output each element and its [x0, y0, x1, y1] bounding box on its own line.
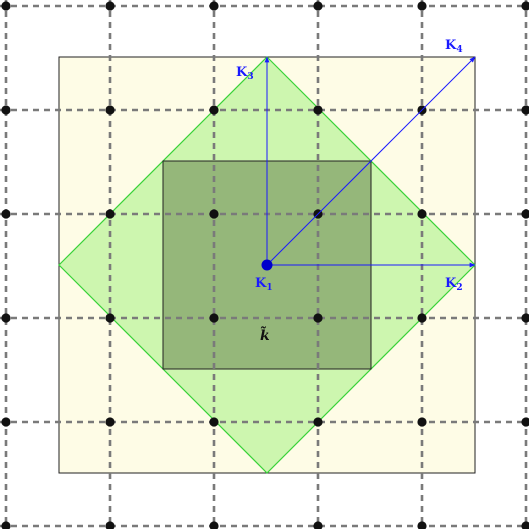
lattice-point: [521, 209, 529, 219]
lattice-point: [105, 313, 115, 323]
lattice-point: [313, 521, 323, 529]
label-k4: K4: [445, 38, 463, 55]
lattice-point: [209, 209, 219, 219]
origin-point: [261, 259, 273, 271]
lattice-point: [417, 209, 427, 219]
lattice-point: [209, 417, 219, 427]
lattice-point: [209, 521, 219, 529]
lattice-point: [1, 105, 11, 115]
label-k3: K3: [236, 65, 254, 82]
lattice-point: [521, 417, 529, 427]
lattice-point: [209, 105, 219, 115]
label-k1: K1: [255, 276, 273, 293]
lattice-point: [1, 521, 11, 529]
lattice-point: [521, 1, 529, 11]
lattice-point: [105, 209, 115, 219]
lattice-point: [313, 417, 323, 427]
lattice-point: [313, 105, 323, 115]
vector-k4: [266, 56, 476, 266]
lattice-point: [105, 105, 115, 115]
lattice-point: [313, 313, 323, 323]
lattice-point: [209, 1, 219, 11]
lattice-point: [1, 417, 11, 427]
lattice-point: [105, 521, 115, 529]
lattice-point: [417, 313, 427, 323]
lattice-point: [209, 313, 219, 323]
lattice-point: [521, 105, 529, 115]
lattice-point: [417, 521, 427, 529]
lattice-point: [1, 1, 11, 11]
lattice-point: [1, 209, 11, 219]
lattice-point: [105, 1, 115, 11]
lattice-point: [105, 417, 115, 427]
lattice-point: [313, 1, 323, 11]
label-k-tilde: k̃: [260, 324, 270, 344]
lattice-point: [417, 417, 427, 427]
lattice-point: [521, 313, 529, 323]
lattice-point: [1, 313, 11, 323]
lattice-point: [417, 1, 427, 11]
lattice-point: [521, 521, 529, 529]
label-k2: K2: [445, 276, 463, 293]
